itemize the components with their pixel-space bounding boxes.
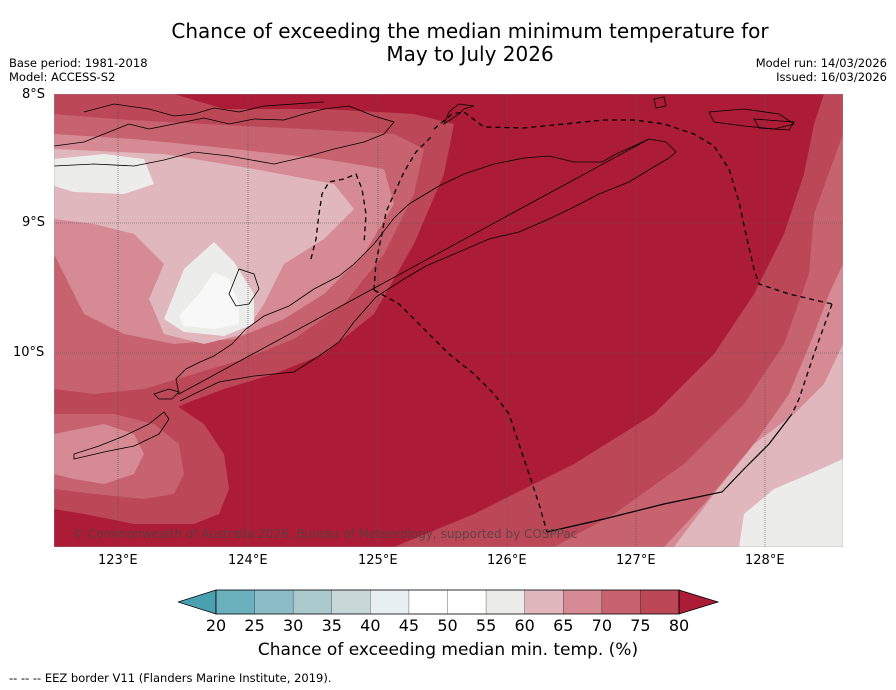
colorbar-segment (293, 590, 333, 614)
colorbar-segment (563, 590, 603, 614)
colorbar-segment (408, 590, 448, 614)
colorbar-tick-label: 50 (437, 616, 458, 635)
zone-60-65-southwest (54, 424, 144, 484)
lon-label-127e: 127°E (616, 553, 656, 568)
colorbar (178, 589, 720, 615)
eez-solid (546, 413, 793, 533)
lat-label-9s: 9°S (22, 215, 46, 230)
model-name: Model: ACCESS-S2 (9, 70, 116, 84)
colorbar-segment (331, 590, 371, 614)
lon-label-128e: 128°E (745, 553, 785, 568)
colorbar-frame (215, 589, 680, 615)
coast-sumba (73, 411, 170, 460)
colorbar-segment (640, 590, 680, 614)
coast-timor-north (179, 138, 677, 402)
colorbar-tick-label: 35 (321, 616, 342, 635)
base-period: Base period: 1981-2018 (9, 56, 148, 70)
lat-label-8s: 8°S (22, 87, 46, 102)
meta-right: Model run: 14/03/2026 Issued: 16/03/2026 (756, 56, 887, 84)
coast-timor-south (175, 138, 650, 395)
title-line-1: Chance of exceeding the median minimum t… (171, 19, 769, 43)
lat-label-10s: 10°S (13, 345, 45, 360)
eez-east (791, 303, 833, 415)
forecast-map (54, 94, 843, 547)
title-line-2: May to July 2026 (386, 42, 554, 66)
map-title: Chance of exceeding the median minimum t… (0, 20, 896, 66)
colorbar-segment (370, 590, 410, 614)
issued-date: Issued: 16/03/2026 (776, 70, 887, 84)
coast-islands-north (83, 101, 325, 117)
colorbar-segment (216, 590, 256, 614)
coast-alor (228, 268, 260, 307)
meta-left: Base period: 1981-2018 Model: ACCESS-S2 (9, 56, 148, 84)
colorbar-segment (524, 590, 564, 614)
eez-borders (310, 111, 833, 533)
colorbar-label: Chance of exceeding median min. temp. (%… (257, 640, 639, 660)
lon-label-125e: 125°E (358, 553, 398, 568)
colorbar-extend-low (178, 589, 217, 615)
coastlines (54, 96, 795, 460)
colorbar-segment (254, 590, 294, 614)
coast-flores-strait (54, 105, 395, 167)
colorbar-extend-high (678, 589, 720, 615)
zone-45-50-west (179, 272, 239, 329)
coast-island-east-b (708, 108, 795, 130)
colorbar-tick-label: 75 (630, 616, 651, 635)
colorbar-segment (447, 590, 487, 614)
map-attribution: © Commonwealth of Australia 2026, Bureau… (72, 527, 578, 541)
coast-island-east-c (753, 118, 795, 131)
lon-label-123e: 123°E (98, 553, 138, 568)
colorbar-tick-label: 70 (591, 616, 613, 635)
coast-wetar (443, 103, 475, 126)
lon-label-126e: 126°E (487, 553, 527, 568)
colorbar-tick-label: 80 (668, 616, 690, 635)
eez-solid-line (546, 413, 793, 533)
colorbar-tick-label: 25 (244, 616, 265, 635)
zone-55-60-west (54, 149, 354, 344)
colorbar-tick-label: 55 (475, 616, 497, 635)
colorbar-tick-label: 45 (398, 616, 420, 635)
footer-legend: -- -- -- EEZ border V11 (Flanders Marine… (9, 671, 332, 685)
colorbar-tick-label: 40 (360, 616, 381, 635)
zone-50-55-west-a (54, 154, 154, 194)
colorbar-tick-label: 65 (553, 616, 574, 635)
model-run: Model run: 14/03/2026 (755, 56, 887, 70)
colorbar-tick-label: 60 (514, 616, 535, 635)
coast-island-east-a (653, 96, 667, 109)
eez-north (433, 111, 833, 305)
graticule (54, 94, 843, 547)
coast-rote-savu (153, 388, 180, 400)
eez-west (310, 173, 367, 260)
colorbar-tick-label: 20 (205, 616, 227, 635)
colorbar-segment (601, 590, 641, 614)
colorbar-segment (486, 590, 526, 614)
colorbar-tick-label: 30 (282, 616, 304, 635)
lon-label-124e: 124°E (228, 553, 268, 568)
